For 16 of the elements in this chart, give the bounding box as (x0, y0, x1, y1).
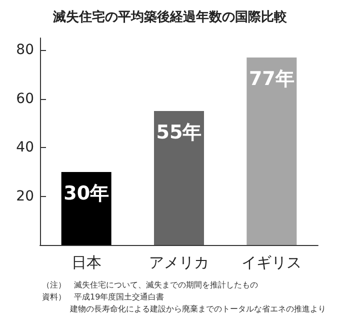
text: （注） 滅失住宅について、滅失までの期間を推計したもの (42, 280, 258, 290)
x-tick-label: アメリカ (149, 254, 209, 272)
y-tick-label: 60 (16, 90, 34, 107)
text: 資料） 平成19年度国土交通白書 (42, 292, 164, 302)
x-tick-label: イギリス (242, 254, 302, 272)
chart-title: 滅失住宅の平均築後経過年数の国際比較 (52, 9, 288, 25)
data-label: 55年 (156, 122, 202, 144)
data-label: 30年 (64, 182, 110, 204)
bar (246, 57, 297, 245)
text: 建物の長寿命化による建設から廃棄までのトータルな省エネの推進より (69, 304, 326, 314)
data-label: 77年 (248, 68, 294, 90)
x-tick-label: 日本 (71, 254, 102, 272)
bar (154, 111, 204, 245)
y-tick-label: 20 (16, 188, 34, 204)
y-tick-label: 80 (16, 42, 34, 58)
y-tick-label: 40 (16, 140, 34, 156)
